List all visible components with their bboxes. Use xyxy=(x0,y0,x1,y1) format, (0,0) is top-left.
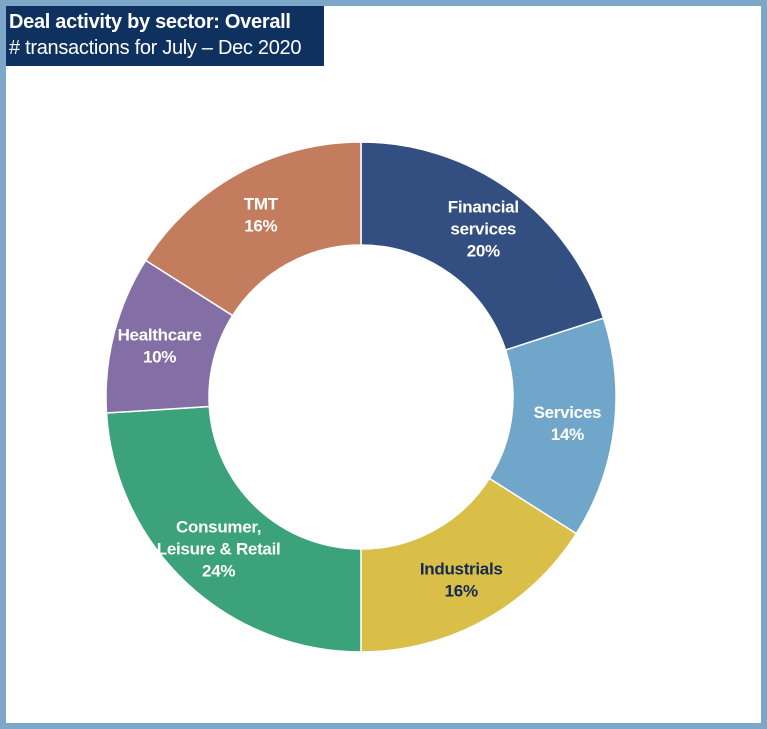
slice-industrials xyxy=(360,477,578,653)
slice-value-label: 24% xyxy=(202,562,235,581)
slice-financial-services xyxy=(360,141,605,351)
slice-value-label: 16% xyxy=(445,581,478,600)
slice-label: Industrials 16% xyxy=(420,559,503,600)
slice-label: Healthcare 10% xyxy=(118,325,202,366)
slice-name-label: services xyxy=(450,220,516,239)
slice-name-label: Financial xyxy=(448,198,519,217)
title-box: Deal activity by sector: Overall # trans… xyxy=(6,6,324,66)
chart-title: Deal activity by sector: Overall xyxy=(9,11,291,33)
slice-label: TMT 16% xyxy=(244,195,279,236)
chart-subtitle: # transactions for July – Dec 2020 xyxy=(9,37,302,59)
slice-name-label: Healthcare xyxy=(118,325,202,344)
slice-value-label: 16% xyxy=(244,217,277,236)
donut-labels: Financial services 20% Services 14% Industria… xyxy=(118,195,602,601)
slice-name-label: Leisure & Retail xyxy=(157,540,281,559)
slice-consumer-leisure-retail xyxy=(105,405,362,653)
slice-value-label: 20% xyxy=(467,242,500,261)
slice-name-label: TMT xyxy=(244,195,279,214)
slice-tmt xyxy=(144,141,362,317)
slice-label: Consumer, Leisure & Retail 24% xyxy=(157,518,281,581)
slice-label: Services 14% xyxy=(534,403,602,444)
slice-name-label: Consumer, xyxy=(176,518,261,537)
donut-slices xyxy=(105,141,617,653)
slice-label: Financial services 20% xyxy=(448,198,519,261)
slice-value-label: 10% xyxy=(143,347,176,366)
slice-value-label: 14% xyxy=(551,425,584,444)
slice-name-label: Services xyxy=(534,403,602,422)
slice-name-label: Industrials xyxy=(420,559,503,578)
